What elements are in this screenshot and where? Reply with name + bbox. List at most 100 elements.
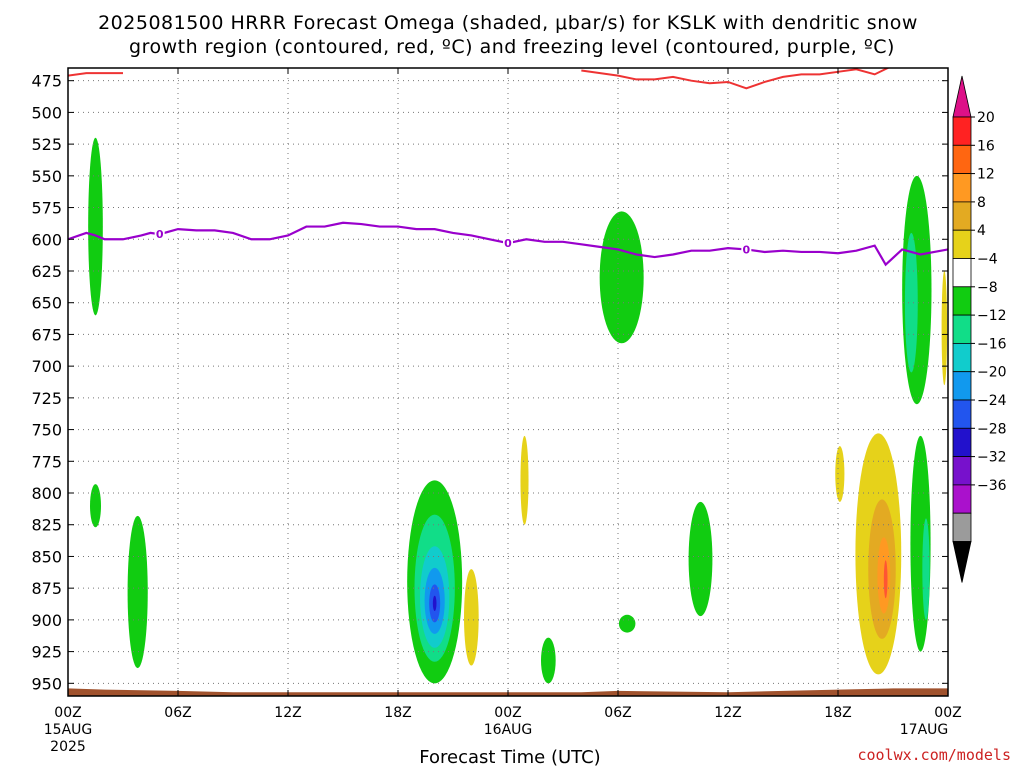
- y-tick-label: 925: [31, 643, 62, 662]
- colorbar-swatch: [952, 314, 972, 344]
- colorbar-label: 12: [977, 167, 995, 183]
- omega-area: [835, 446, 845, 502]
- x-tick-date-label: 16AUG: [484, 722, 533, 738]
- omega-area: [90, 484, 101, 528]
- colorbar-swatch: [952, 144, 972, 175]
- freezing-level-label: 0: [504, 237, 512, 250]
- omega-shaded-areas: [88, 137, 948, 684]
- freezing-label-bg: [741, 242, 752, 256]
- colorbar-label: 8: [977, 195, 986, 211]
- colorbar-swatch: [952, 201, 972, 231]
- colorbar-label: 16: [977, 138, 995, 154]
- colorbar-swatch: [952, 399, 972, 429]
- freezing-level-label: 0: [743, 243, 751, 256]
- y-axis-ticks: 475 500 525 550 575 600 625 650 675 700 725 750 775 8…: [31, 72, 948, 693]
- colorbar-swatch: [952, 173, 972, 203]
- y-tick-label: 525: [31, 135, 62, 154]
- x-tick-label: 00Z: [494, 705, 521, 721]
- freezing-level-contour: 0 0 0: [68, 221, 948, 267]
- colorbar-bottom-arrow: [952, 541, 972, 583]
- credit-text: coolwx.com/models: [857, 746, 1011, 764]
- dendritic-snow-contours: [68, 68, 891, 90]
- omega-area: [88, 137, 103, 316]
- omega-area: [941, 270, 948, 386]
- omega-area: [877, 537, 891, 614]
- omega-area: [432, 595, 437, 611]
- colorbar-swatch: [952, 512, 972, 542]
- chart-title-line2: growth region (contoured, red, ºC) and f…: [129, 36, 895, 58]
- dendritic-contour-line: [581, 68, 891, 90]
- y-tick-label: 775: [31, 452, 62, 471]
- colorbar-swatch: [952, 456, 972, 486]
- colorbar-label: −20: [977, 365, 1007, 381]
- omega-area: [883, 560, 888, 599]
- omega-area: [520, 435, 529, 525]
- y-tick-label: 700: [31, 357, 62, 376]
- y-tick-label: 850: [31, 547, 62, 566]
- x-tick-label: 12Z: [714, 705, 741, 721]
- colorbar-label: 4: [977, 223, 986, 239]
- colorbar-label: −24: [977, 393, 1007, 409]
- x-tick-label: 00Z: [54, 705, 81, 721]
- y-tick-label: 950: [31, 674, 62, 693]
- y-tick-label: 575: [31, 199, 62, 218]
- y-tick-label: 675: [31, 325, 62, 344]
- y-tick-label: 600: [31, 230, 62, 249]
- omega-area: [127, 515, 148, 669]
- colorbar-swatch: [952, 286, 972, 316]
- freezing-level-line: [68, 221, 948, 267]
- omega-area: [688, 501, 713, 617]
- colorbar-swatch: [952, 116, 972, 146]
- y-tick-label: 550: [31, 167, 62, 186]
- colorbar-swatch: [952, 484, 972, 514]
- colorbar-label: −32: [977, 450, 1007, 466]
- x-tick-date-label: 17AUG: [900, 722, 949, 738]
- colorbar-swatch: [952, 427, 972, 457]
- y-tick-label: 900: [31, 611, 62, 630]
- colorbar-label: −28: [977, 421, 1007, 437]
- x-tick-label: 06Z: [604, 705, 631, 721]
- colorbar-swatch: [952, 229, 972, 259]
- omega-area: [904, 232, 918, 373]
- y-tick-label: 475: [31, 72, 62, 91]
- colorbar-top-arrow: [952, 75, 972, 118]
- x-tick-label: 06Z: [164, 705, 191, 721]
- colorbar: 20 16 12 8 4 −4 −8 −12 −16 −20 −24 −28 −32 −36: [952, 75, 1007, 583]
- y-tick-label: 500: [31, 103, 62, 122]
- x-tick-year-label: 2025: [50, 739, 86, 755]
- colorbar-label: −12: [977, 308, 1007, 324]
- plot-frame: [67, 67, 949, 697]
- x-tick-label: 18Z: [824, 705, 851, 721]
- x-tick-label: 00Z: [934, 705, 961, 721]
- x-tick-date-label: 15AUG: [44, 722, 93, 738]
- x-tick-label: 12Z: [274, 705, 301, 721]
- y-tick-label: 625: [31, 262, 62, 281]
- x-axis-label: Forecast Time (UTC): [419, 747, 600, 768]
- x-tick-label: 18Z: [384, 705, 411, 721]
- omega-area: [541, 637, 556, 684]
- y-tick-label: 800: [31, 484, 62, 503]
- colorbar-swatch: [952, 258, 972, 288]
- omega-area: [599, 211, 644, 344]
- omega-area: [922, 518, 930, 620]
- y-tick-label: 750: [31, 421, 62, 440]
- grid-lines: [68, 68, 948, 696]
- y-tick-label: 875: [31, 579, 62, 598]
- chart-title-line1: 2025081500 HRRR Forecast Omega (shaded, …: [98, 12, 918, 34]
- y-tick-label: 825: [31, 516, 62, 535]
- freezing-label-bg: [503, 236, 513, 250]
- colorbar-swatch: [952, 342, 972, 373]
- colorbar-label: −8: [977, 280, 998, 296]
- colorbar-swatch: [952, 371, 972, 401]
- freezing-level-label: 0: [156, 228, 164, 241]
- colorbar-label: −16: [977, 336, 1007, 352]
- y-tick-label: 725: [31, 389, 62, 408]
- colorbar-label: 20: [977, 110, 995, 126]
- dendritic-contour-line: [68, 72, 123, 77]
- freezing-label-bg: [154, 227, 165, 241]
- omega-area: [464, 569, 479, 666]
- colorbar-label: −4: [977, 252, 998, 268]
- colorbar-label: −36: [977, 478, 1007, 494]
